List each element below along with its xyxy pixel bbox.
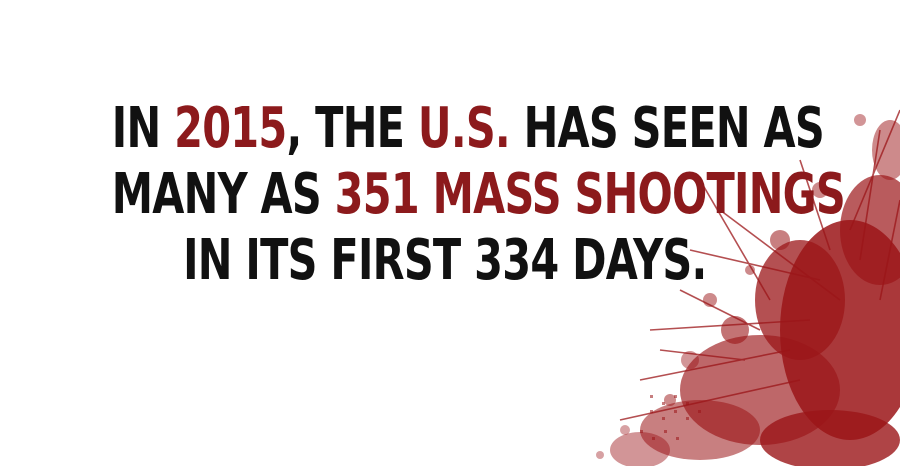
shootings-count-highlight: 351 MASS SHOOTINGS bbox=[334, 162, 846, 227]
year-highlight: 2015 bbox=[174, 96, 287, 161]
headline: IN 2015, THE U.S. HAS SEEN AS MANY AS 35… bbox=[111, 96, 846, 294]
headline-line-1: IN 2015, THE U.S. HAS SEEN AS bbox=[111, 96, 825, 162]
headline-line-3: IN ITS FIRST 334 DAYS. bbox=[112, 228, 778, 294]
headline-text: , THE bbox=[286, 96, 418, 161]
headline-text: MANY AS bbox=[111, 162, 335, 227]
headline-line-2: MANY AS 351 MASS SHOOTINGS bbox=[111, 162, 846, 228]
headline-text: IN ITS FIRST 334 DAYS. bbox=[183, 228, 707, 293]
headline-text: HAS SEEN AS bbox=[509, 96, 825, 161]
country-highlight: U.S. bbox=[417, 96, 511, 161]
headline-text: IN bbox=[111, 96, 175, 161]
